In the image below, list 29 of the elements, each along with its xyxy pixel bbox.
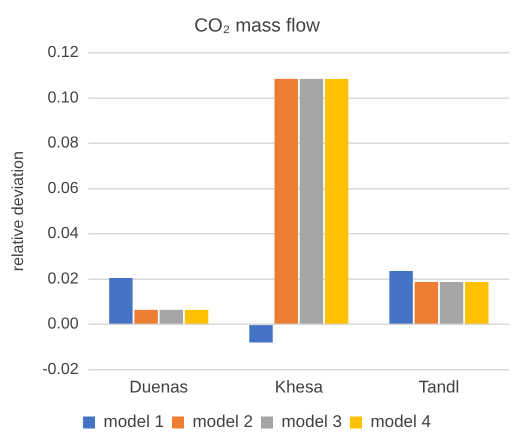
y-tick-label: -0.02 bbox=[42, 361, 79, 378]
y-axis-title: relative deviation bbox=[10, 151, 28, 272]
bar bbox=[414, 282, 438, 324]
legend-label: model 3 bbox=[282, 412, 342, 432]
bar bbox=[440, 282, 464, 324]
x-tick-label: Duenas bbox=[129, 377, 188, 396]
bar bbox=[389, 270, 413, 324]
y-tick-label: 0.12 bbox=[48, 44, 79, 62]
bar bbox=[274, 78, 298, 324]
y-tick-label: 0.04 bbox=[48, 225, 79, 242]
bar bbox=[109, 278, 133, 324]
x-tick-label: Khesa bbox=[274, 377, 324, 396]
y-tick-label: 0.00 bbox=[48, 316, 79, 333]
bar bbox=[160, 310, 184, 324]
y-tick-label: 0.02 bbox=[48, 270, 79, 288]
bar bbox=[134, 310, 158, 324]
bar bbox=[324, 78, 348, 324]
bar bbox=[184, 310, 208, 324]
bar bbox=[300, 78, 324, 324]
y-tick-label: 0.08 bbox=[48, 134, 79, 152]
y-tick-label: 0.10 bbox=[48, 89, 79, 106]
legend-label: model 4 bbox=[370, 412, 431, 432]
legend-label: model 1 bbox=[104, 412, 164, 432]
x-tick-label: Tandl bbox=[418, 377, 460, 396]
y-tick-label: 0.06 bbox=[48, 180, 79, 197]
legend-label: model 2 bbox=[192, 412, 254, 432]
chart-title: CO₂ mass flow bbox=[194, 16, 320, 37]
bar bbox=[249, 325, 273, 342]
bar bbox=[465, 282, 488, 324]
